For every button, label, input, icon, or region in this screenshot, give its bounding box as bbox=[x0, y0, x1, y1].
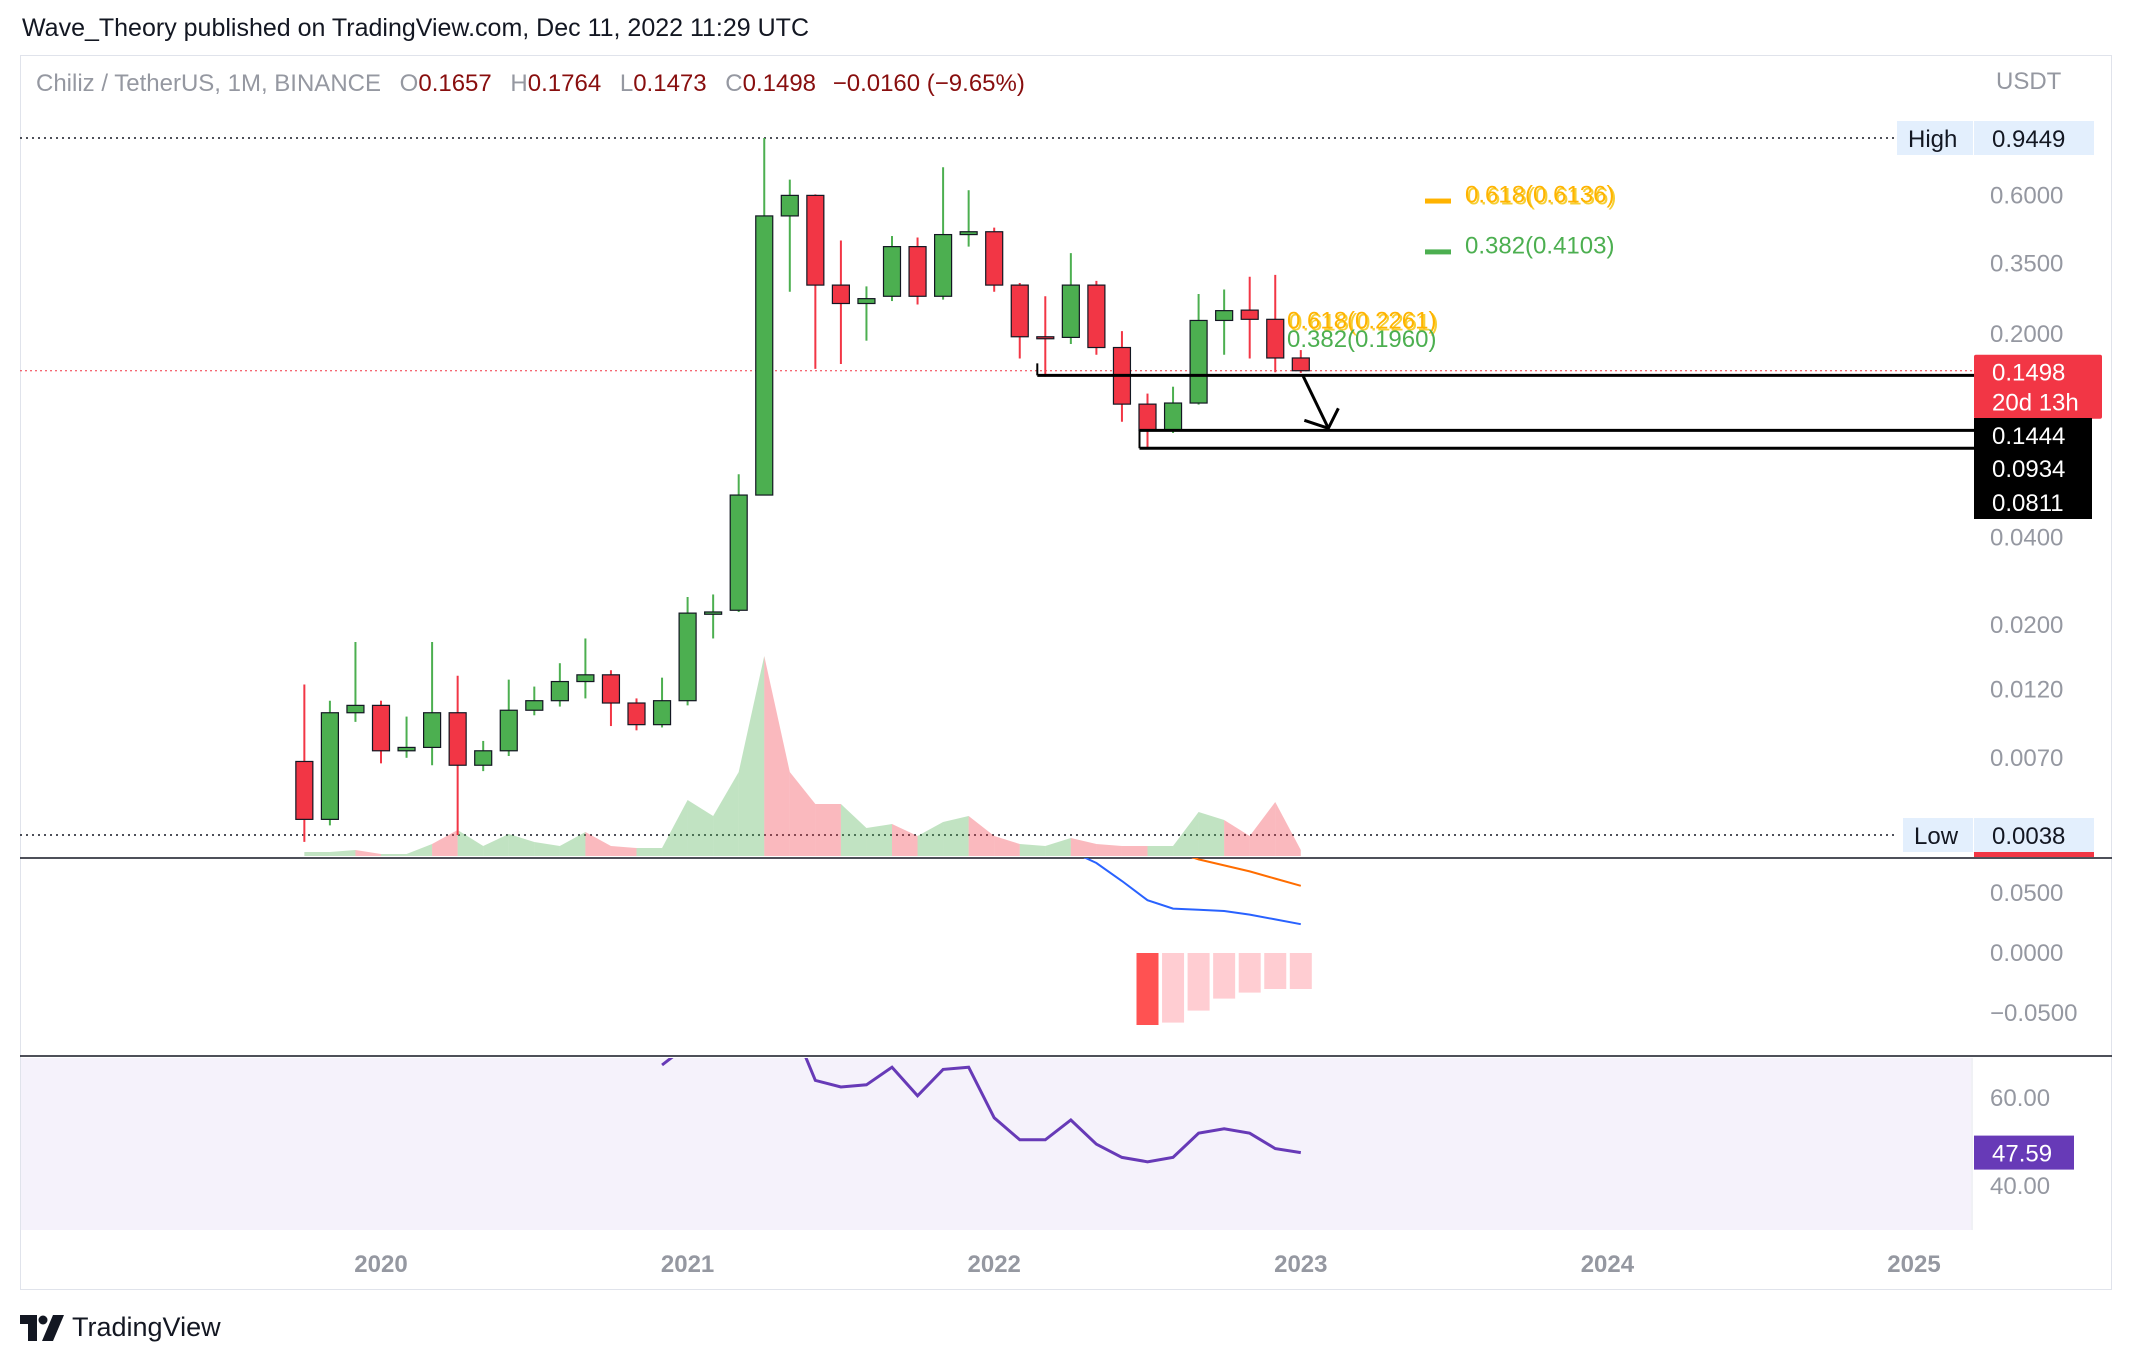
low-label: L bbox=[619, 70, 634, 97]
open-label: O bbox=[399, 70, 419, 97]
high-value: 0.1764 bbox=[527, 70, 602, 97]
axis-unit[interactable]: USDT bbox=[1996, 68, 2062, 95]
low-value: 0.1473 bbox=[633, 70, 707, 97]
change-value: −0.0160 (−9.65%) bbox=[832, 70, 1025, 97]
close-label: C bbox=[725, 70, 743, 97]
close-value: 0.1498 bbox=[742, 70, 817, 97]
footer-brand-label: TradingView bbox=[72, 1312, 221, 1342]
symbol-legend: Chiliz / TetherUS, 1M, BINANCE O0.1657 H… bbox=[36, 70, 1025, 98]
publisher-header: Wave_Theory published on TradingView.com… bbox=[22, 14, 810, 42]
symbol-name[interactable]: Chiliz / TetherUS, 1M, BINANCE bbox=[36, 70, 381, 97]
footer-brand[interactable]: TradingView bbox=[20, 1312, 221, 1343]
tradingview-logo-icon bbox=[20, 1314, 64, 1341]
chart-frame bbox=[20, 55, 2112, 1290]
open-value: 0.1657 bbox=[418, 70, 492, 97]
high-label: H bbox=[510, 70, 528, 97]
